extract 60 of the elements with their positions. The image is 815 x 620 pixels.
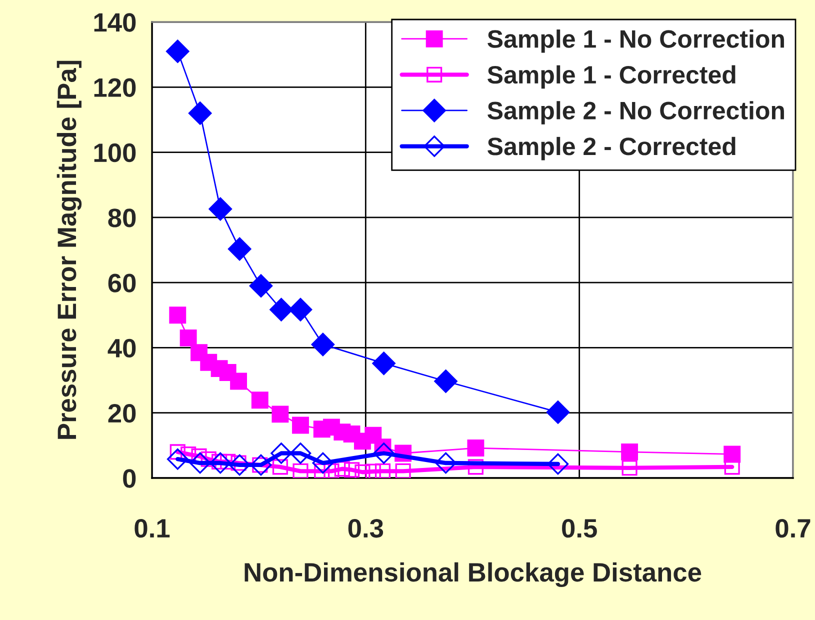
y-axis-title: Pressure Error Magnitude [Pa] bbox=[56, 60, 82, 439]
point bbox=[467, 440, 484, 457]
point bbox=[169, 306, 186, 324]
y-tick-label: 120 bbox=[94, 78, 136, 97]
point bbox=[547, 453, 569, 475]
point bbox=[230, 372, 248, 390]
point bbox=[372, 352, 396, 375]
point bbox=[250, 454, 272, 476]
point bbox=[373, 442, 394, 464]
point bbox=[208, 197, 232, 221]
point bbox=[228, 454, 250, 476]
y-tick-label: 0 bbox=[123, 469, 136, 488]
point bbox=[180, 329, 197, 346]
y-tick-label: 80 bbox=[108, 208, 136, 228]
point bbox=[621, 443, 638, 460]
y-tick-label: 60 bbox=[108, 274, 136, 292]
point bbox=[189, 452, 211, 474]
point bbox=[272, 406, 289, 423]
point bbox=[546, 400, 570, 424]
point bbox=[200, 451, 216, 467]
point bbox=[188, 102, 212, 125]
point bbox=[311, 332, 335, 356]
point bbox=[210, 452, 232, 474]
point bbox=[270, 298, 293, 322]
x-tick-label: 0.1 bbox=[134, 518, 170, 538]
x-tick-label: 0.3 bbox=[348, 518, 384, 538]
legend-label: Sample 1 - No Correction bbox=[488, 30, 784, 53]
point bbox=[166, 448, 188, 470]
point bbox=[324, 463, 340, 478]
point bbox=[166, 40, 190, 63]
legend-label: Sample 2 - Corrected bbox=[488, 136, 736, 160]
point bbox=[344, 462, 360, 478]
legend-label: Sample 1 - Corrected bbox=[488, 65, 736, 89]
point bbox=[374, 463, 391, 478]
point bbox=[290, 442, 312, 464]
x-tick-label: 0.7 bbox=[776, 518, 810, 538]
point bbox=[334, 461, 350, 477]
point bbox=[249, 274, 273, 298]
point bbox=[435, 452, 456, 474]
y-tick-label: 40 bbox=[108, 338, 136, 358]
point bbox=[272, 459, 288, 475]
x-axis-title: Non-Dimensional Blockage Distance bbox=[244, 562, 702, 588]
point bbox=[354, 464, 370, 478]
point bbox=[228, 237, 252, 261]
legend-label: Sample 2 - No Correction bbox=[488, 101, 784, 124]
point bbox=[365, 464, 381, 478]
point bbox=[312, 452, 334, 474]
y-tick-label: 100 bbox=[94, 143, 136, 162]
y-tick-label: 20 bbox=[108, 404, 136, 423]
y-tick-label: 140 bbox=[94, 13, 136, 32]
point bbox=[434, 370, 458, 393]
point bbox=[395, 463, 411, 478]
x-tick-label: 0.5 bbox=[562, 518, 597, 538]
point bbox=[288, 298, 312, 322]
point bbox=[468, 459, 484, 475]
point bbox=[622, 460, 638, 476]
point bbox=[270, 442, 292, 464]
point bbox=[251, 392, 268, 409]
point bbox=[292, 463, 308, 478]
point bbox=[292, 416, 309, 434]
